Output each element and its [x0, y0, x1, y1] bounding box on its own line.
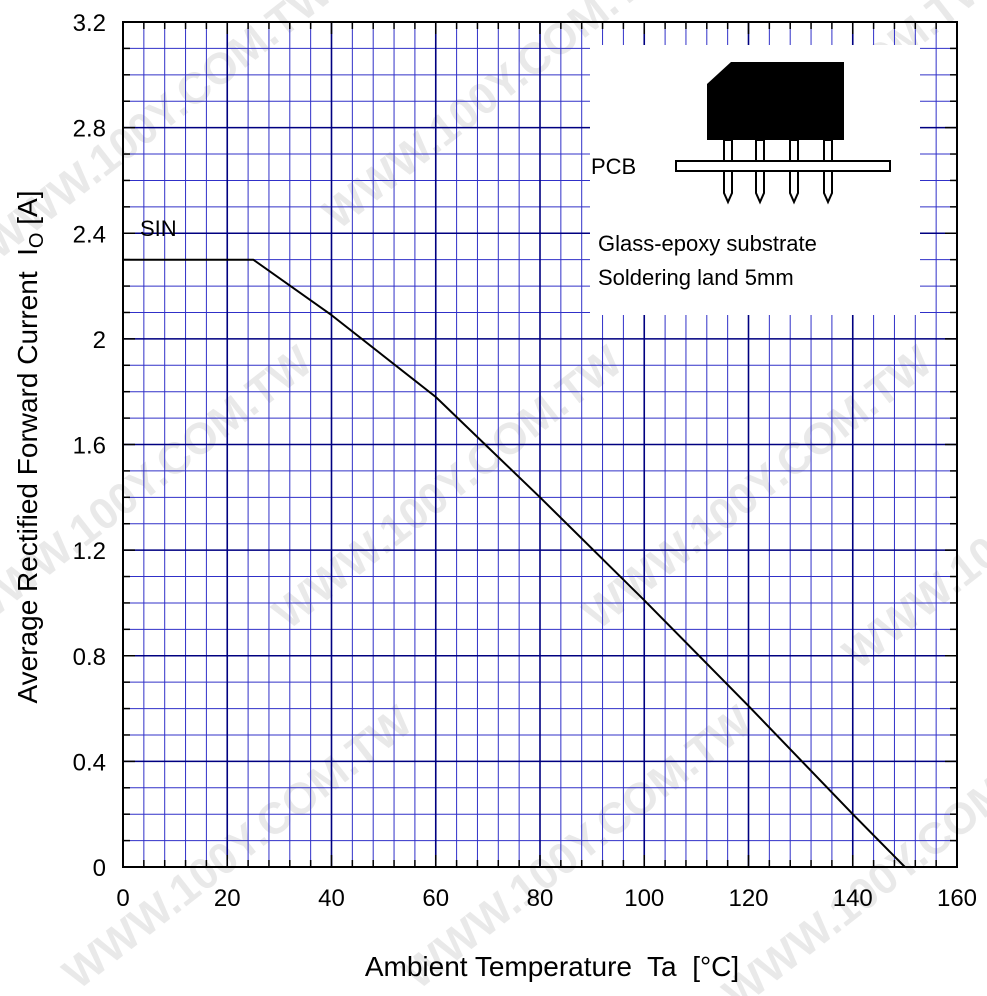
x-tick-label: 40: [318, 885, 345, 912]
series-line-sin: [123, 258, 906, 868]
x-tick-label: 140: [833, 885, 873, 912]
x-tick-label: 100: [624, 885, 664, 912]
plot-frame: [122, 21, 958, 868]
y-axis-title-subscript: O: [26, 233, 48, 249]
x-tick-label: 120: [728, 885, 768, 912]
y-tick-label: 0: [93, 855, 106, 882]
y-tick-label: 1.2: [73, 538, 106, 565]
note-soldering-land: Soldering land 5mm: [598, 265, 794, 290]
y-axis-title-main: Average Rectified Forward Current I: [12, 248, 43, 703]
pcb-label: PCB: [591, 154, 636, 179]
package-body-icon: [707, 62, 844, 140]
y-axis-title-unit: [A]: [12, 190, 43, 232]
y-tick-labels: 0 0.4 0.8 1.2 1.6 2 2.4 2.8 3.2: [73, 10, 106, 882]
series-layer: [123, 258, 906, 868]
y-tick-label: 0.8: [73, 644, 106, 671]
y-axis-title: Average Rectified Forward Current IO [A]: [12, 190, 48, 703]
package-inset: PCB Glass-epoxy substrate Soldering land…: [590, 45, 920, 315]
x-tick-labels: 0 20 40 60 80 100 120 140 160: [116, 885, 977, 912]
x-tick-label: 160: [937, 885, 977, 912]
y-tick-label: 1.6: [73, 433, 106, 460]
y-tick-label: 2.4: [73, 221, 106, 248]
note-substrate: Glass-epoxy substrate: [598, 231, 817, 256]
x-tick-label: 80: [527, 885, 554, 912]
y-tick-label: 2.8: [73, 116, 106, 143]
x-tick-label: 20: [214, 885, 241, 912]
watermark-text: WWW.100Y.COM.TW: [714, 716, 987, 996]
watermark-text: WWW.100Y.COM.TW: [574, 336, 942, 638]
y-tick-label: 0.4: [73, 749, 106, 776]
watermark-text: WWW.100Y.COM.TW: [264, 336, 632, 638]
pcb-board-icon: [675, 160, 891, 172]
x-axis-title: Ambient Temperature Ta [°C]: [365, 951, 739, 982]
y-tick-label: 3.2: [73, 10, 106, 37]
series-label-sin: SIN: [140, 216, 177, 241]
x-tick-label: 60: [422, 885, 449, 912]
y-tick-label: 2: [93, 327, 106, 354]
x-tick-label: 0: [116, 885, 129, 912]
